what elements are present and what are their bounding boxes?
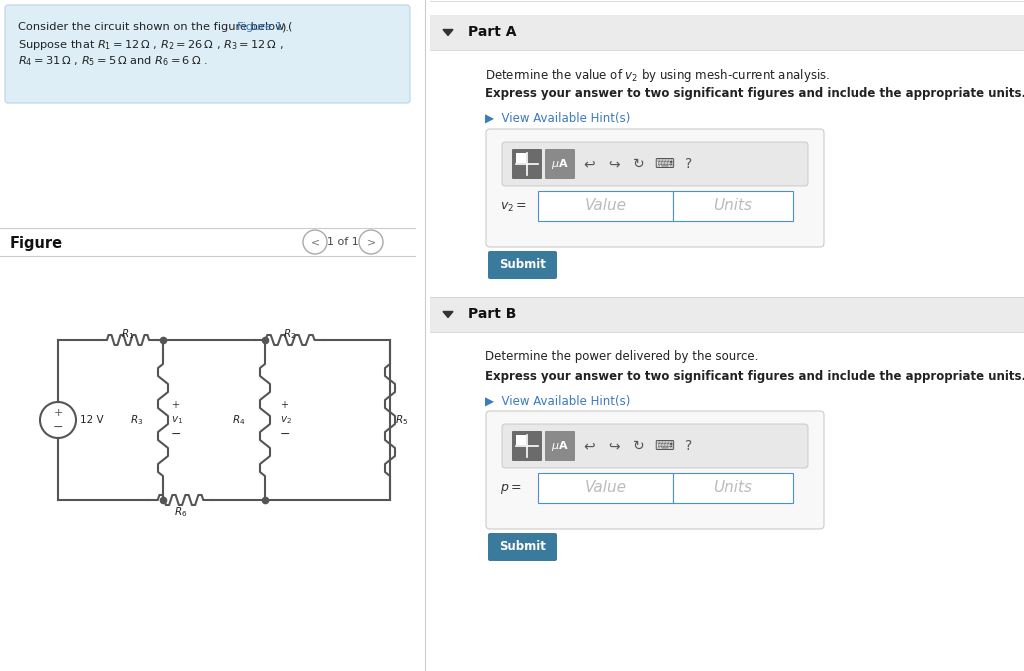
- FancyBboxPatch shape: [502, 424, 808, 468]
- FancyBboxPatch shape: [486, 411, 824, 529]
- Text: ↩: ↩: [584, 157, 595, 171]
- Text: −: −: [280, 427, 291, 440]
- Text: +: +: [280, 400, 288, 410]
- Text: ⌨: ⌨: [654, 157, 674, 171]
- FancyBboxPatch shape: [545, 149, 575, 179]
- Text: $v_2$: $v_2$: [280, 414, 292, 426]
- Bar: [430, 15, 1024, 50]
- Text: Value: Value: [585, 480, 627, 495]
- Text: +: +: [53, 408, 62, 418]
- Text: $v_2 =$: $v_2 =$: [500, 201, 527, 213]
- Bar: [516, 153, 526, 163]
- Text: $p =$: $p =$: [500, 482, 521, 496]
- Bar: [673, 473, 793, 503]
- Text: Determine the power delivered by the source.: Determine the power delivered by the sou…: [485, 350, 759, 363]
- Text: ↪: ↪: [608, 157, 620, 171]
- Text: $\mu$A: $\mu$A: [551, 157, 569, 171]
- Bar: [430, 297, 1024, 332]
- Text: ).: ).: [281, 22, 289, 32]
- Text: ▶  View Available Hint(s): ▶ View Available Hint(s): [485, 395, 631, 408]
- FancyBboxPatch shape: [512, 149, 542, 179]
- Text: ↩: ↩: [584, 439, 595, 453]
- FancyBboxPatch shape: [488, 251, 557, 279]
- Text: Submit: Submit: [499, 258, 546, 272]
- Text: Part B: Part B: [468, 307, 516, 321]
- Text: $v_1$: $v_1$: [171, 414, 183, 426]
- Bar: [516, 435, 526, 445]
- Text: Value: Value: [585, 199, 627, 213]
- Text: $R_6$: $R_6$: [174, 505, 187, 519]
- Text: −: −: [171, 427, 181, 440]
- Text: Units: Units: [714, 199, 753, 213]
- Text: 12 V: 12 V: [80, 415, 103, 425]
- Text: Suppose that $R_1 = 12\,\Omega$ , $R_2 = 26\,\Omega$ , $R_3 = 12\,\Omega$ ,: Suppose that $R_1 = 12\,\Omega$ , $R_2 =…: [18, 38, 284, 52]
- Text: $R_5$: $R_5$: [395, 413, 409, 427]
- Text: Figure: Figure: [10, 236, 63, 251]
- Bar: [538, 473, 673, 503]
- Polygon shape: [443, 311, 453, 317]
- Text: $R_1$: $R_1$: [122, 327, 134, 341]
- Text: Determine the value of $v_2$ by using mesh-current analysis.: Determine the value of $v_2$ by using me…: [485, 67, 830, 84]
- Text: Express your answer to two significant figures and include the appropriate units: Express your answer to two significant f…: [485, 87, 1024, 100]
- Text: −: −: [53, 421, 63, 433]
- Text: ▶  View Available Hint(s): ▶ View Available Hint(s): [485, 112, 631, 125]
- FancyBboxPatch shape: [502, 142, 808, 186]
- Text: ↻: ↻: [633, 439, 645, 453]
- Text: <: <: [310, 237, 319, 247]
- FancyBboxPatch shape: [488, 533, 557, 561]
- Text: $R_4 = 31\,\Omega$ , $R_5 = 5\,\Omega$ and $R_6 = 6\,\Omega$ .: $R_4 = 31\,\Omega$ , $R_5 = 5\,\Omega$ a…: [18, 54, 208, 68]
- FancyBboxPatch shape: [545, 431, 575, 461]
- Text: Figure 1: Figure 1: [237, 22, 283, 32]
- Text: Units: Units: [714, 480, 753, 495]
- Text: $R_2$: $R_2$: [284, 327, 297, 341]
- Bar: [538, 191, 673, 221]
- Bar: [673, 191, 793, 221]
- Text: 1 of 1: 1 of 1: [327, 237, 358, 247]
- Text: ↻: ↻: [633, 157, 645, 171]
- Text: Part A: Part A: [468, 25, 516, 40]
- Text: ?: ?: [685, 157, 692, 171]
- Text: ?: ?: [685, 439, 692, 453]
- Text: Express your answer to two significant figures and include the appropriate units: Express your answer to two significant f…: [485, 370, 1024, 383]
- Text: $\mu$A: $\mu$A: [551, 439, 569, 453]
- Text: +: +: [171, 400, 179, 410]
- FancyBboxPatch shape: [5, 5, 410, 103]
- Text: >: >: [367, 237, 376, 247]
- Text: Submit: Submit: [499, 541, 546, 554]
- Text: ⌨: ⌨: [654, 439, 674, 453]
- Polygon shape: [443, 30, 453, 36]
- FancyBboxPatch shape: [512, 431, 542, 461]
- Text: Consider the circuit shown on the figure below (: Consider the circuit shown on the figure…: [18, 22, 293, 32]
- FancyBboxPatch shape: [486, 129, 824, 247]
- Text: $R_3$: $R_3$: [130, 413, 143, 427]
- Text: ↪: ↪: [608, 439, 620, 453]
- Bar: [430, 0, 1024, 671]
- Text: $R_4$: $R_4$: [231, 413, 245, 427]
